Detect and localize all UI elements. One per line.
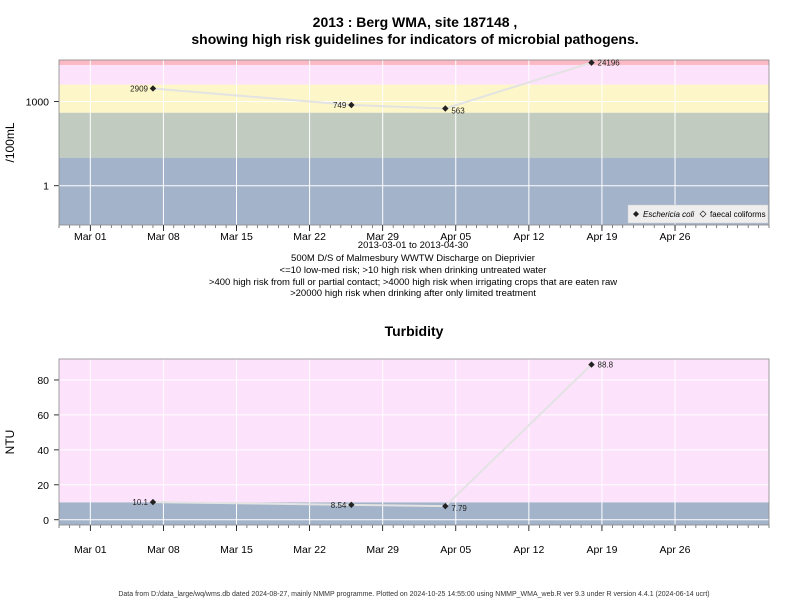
turbidity-panel: Mar 01 Mar 08 Mar 15 Mar 22 Mar 29 Apr 05 Apr …	[3, 358, 770, 556]
data-point	[588, 59, 595, 66]
data-label: 10.1	[132, 498, 148, 507]
data-point	[442, 105, 449, 112]
x-tick-label: Mar 08	[147, 544, 180, 556]
footer-note: Data from D:/data_large/wq/wms.db dated …	[118, 591, 709, 598]
x-tick-label: Mar 15	[220, 231, 253, 243]
data-point	[588, 361, 595, 368]
legend-marker-ecoli	[633, 211, 639, 217]
guideline-band	[59, 64, 769, 85]
y-tick-label: 1000	[26, 96, 50, 108]
x-tick-label: Mar 29	[366, 544, 399, 556]
data-label: 749	[333, 101, 347, 110]
x-tick-label: Mar 22	[293, 544, 326, 556]
y-axis-label: NTU	[3, 430, 17, 455]
data-label: 2909	[130, 84, 148, 93]
x-tick-label: Apr 05	[440, 544, 471, 556]
y-tick-label: 1	[43, 181, 49, 193]
data-point	[442, 502, 449, 510]
data-point	[149, 85, 157, 92]
microbial-panel: Mar 01 Mar 08 Mar 15 Mar 22 Mar 29 Apr 05 Apr …	[3, 59, 770, 243]
series-line	[152, 61, 592, 110]
chart-title-line1: 2013 : Berg WMA, site 187148 ,	[313, 14, 518, 30]
data-label: 88.8	[598, 361, 614, 370]
guideline-band	[59, 359, 769, 503]
plot-border	[58, 358, 770, 526]
risk-caption-3: >20000 high risk when drinking after onl…	[290, 288, 536, 299]
date-range-caption: 2013-03-01 to 2013-04-30	[358, 240, 468, 251]
x-tick-label: Apr 12	[513, 231, 544, 243]
x-tick-label: Apr 12	[513, 544, 544, 556]
legend-box	[627, 204, 769, 224]
y-tick-label: 20	[37, 480, 49, 492]
data-label: 8.54	[331, 501, 347, 510]
data-label: 24196	[598, 59, 621, 68]
x-tick-label: Apr 19	[586, 231, 617, 243]
risk-caption-2: >400 high risk from full or partial cont…	[209, 277, 617, 288]
x-tick-label: Apr 26	[660, 231, 691, 243]
chart-title-line2: showing high risk guidelines for indicat…	[191, 31, 638, 47]
x-tick-label: Apr 19	[586, 544, 617, 556]
data-label: 563	[451, 106, 465, 115]
y-tick-label: 60	[37, 410, 49, 422]
site-caption: 500M D/S of Malmesbury WWTW Discharge on…	[291, 253, 535, 264]
x-tick-label: Mar 01	[74, 544, 107, 556]
guideline-band	[59, 112, 769, 158]
plot-border	[58, 59, 770, 226]
x-tick-label: Mar 15	[220, 544, 253, 556]
x-tick-label: Mar 08	[147, 231, 180, 243]
guideline-band	[59, 60, 769, 65]
data-label: 7.79	[451, 504, 467, 513]
y-tick-label: 40	[37, 445, 49, 457]
data-point	[348, 501, 355, 509]
y-tick-label: 0	[43, 515, 49, 527]
data-point	[149, 498, 157, 506]
legend-marker-faecal	[699, 210, 707, 218]
legend-label-faecal: faecal coliforms	[710, 210, 766, 219]
x-tick-label: Mar 01	[74, 231, 107, 243]
legend-label-ecoli: Eschericia coli	[643, 210, 694, 219]
x-tick-label: Mar 22	[293, 231, 326, 243]
y-axis-label: /100mL	[3, 122, 17, 162]
turbidity-title: Turbidity	[385, 323, 444, 339]
risk-caption-1: <=10 low-med risk; >10 high risk when dr…	[280, 265, 547, 276]
x-tick-label: Apr 05	[440, 231, 471, 243]
data-point	[348, 101, 355, 109]
x-tick-label: Mar 29	[366, 231, 399, 243]
y-tick-label: 80	[37, 375, 49, 387]
series-line	[152, 363, 593, 508]
x-tick-label: Apr 26	[660, 544, 691, 556]
